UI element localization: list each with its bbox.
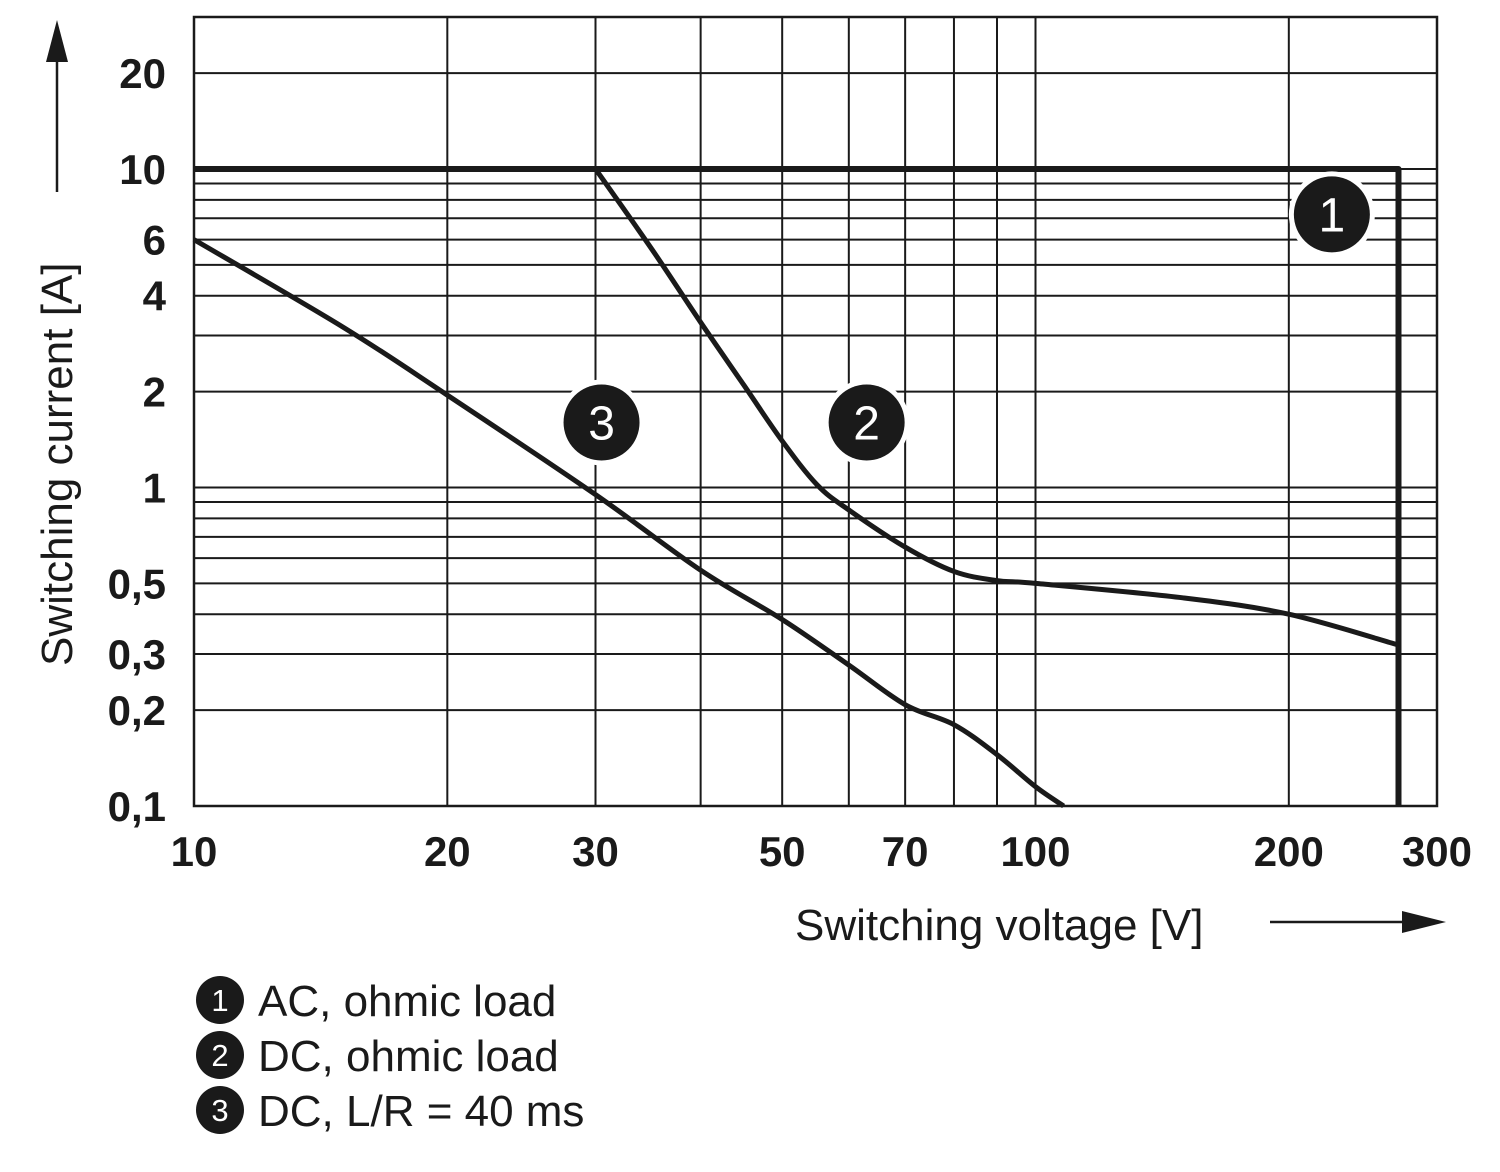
legend-marker-label: 1 [211,983,228,1018]
legend-marker [196,1031,244,1079]
x-axis-arrow-icon [1402,911,1446,933]
x-tick-label: 200 [1254,828,1324,875]
legend-entry: DC, L/R = 40 ms [258,1087,584,1136]
y-tick-labels: 20 10 6 4 2 1 0,5 0,3 0,2 0,1 [108,50,167,830]
series-3-marker-label: 3 [588,397,615,450]
y-axis-label-group: Switching current [A] [33,20,82,666]
grid [194,17,1437,806]
y-tick-label: 20 [119,50,166,97]
y-axis-label: Switching current [A] [33,263,82,667]
series-2-line [593,167,1400,648]
x-tick-label: 20 [424,828,471,875]
series-1-marker-label: 1 [1319,189,1346,242]
legend-entry: AC, ohmic load [258,977,556,1026]
y-tick-label: 4 [143,273,167,320]
x-tick-labels: 10 20 30 50 70 100 200 300 [171,828,1472,875]
series-2-marker [828,384,905,461]
y-tick-label: 2 [143,369,166,416]
x-tick-label: 50 [759,828,806,875]
y-tick-label: 0,1 [108,783,166,830]
series-3-line [192,237,1066,809]
legend: 1 AC, ohmic load 2 DC, ohmic load 3 DC, L/R =… [196,976,584,1136]
series-2-marker-label: 2 [853,397,880,450]
y-axis-arrow-icon [46,20,68,62]
curve-markers: 1 2 3 [558,171,1375,466]
x-tick-label: 300 [1402,828,1472,875]
y-tick-label: 6 [143,217,166,264]
legend-marker-label: 3 [211,1093,228,1128]
y-tick-label: 10 [119,146,166,193]
series-1-line [194,165,1402,806]
x-tick-label: 30 [572,828,619,875]
y-tick-label: 1 [143,464,166,511]
series-3-marker [563,384,640,461]
x-axis-label: Switching voltage [V] [795,901,1203,950]
legend-marker-label: 2 [211,1038,228,1073]
x-tick-label: 70 [882,828,929,875]
x-tick-label: 10 [171,828,218,875]
y-tick-label: 0,5 [108,560,166,607]
x-tick-label: 100 [1000,828,1070,875]
series-1-marker [1293,176,1370,253]
legend-marker [196,976,244,1024]
x-axis-label-group: Switching voltage [V] [795,901,1446,950]
legend-marker [196,1086,244,1134]
curves [192,165,1402,809]
legend-entry: DC, ohmic load [258,1032,559,1081]
y-tick-label: 0,2 [108,687,166,734]
plot-frame [192,15,1439,808]
y-tick-label: 0,3 [108,631,166,678]
